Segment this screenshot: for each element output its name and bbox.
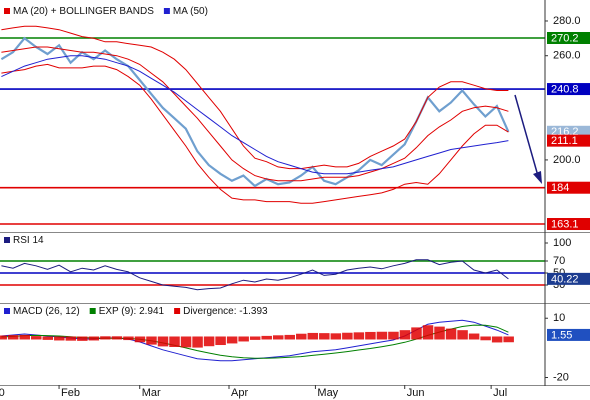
divergence-bar xyxy=(77,336,88,341)
legend-swatch xyxy=(89,308,96,314)
plot-layer: 280.0260.0200.0270.2240.8184163.1216.221… xyxy=(0,6,590,399)
divergence-bar xyxy=(284,334,295,340)
divergence-bar xyxy=(353,332,365,340)
divergence-bar xyxy=(388,331,399,340)
series-line xyxy=(1,25,509,170)
y-tick-label: 10 xyxy=(553,312,565,324)
y-tick-label: 70 xyxy=(553,255,565,267)
level-label-box xyxy=(547,181,590,194)
x-tick-label: Jul xyxy=(493,387,507,399)
x-tick-label: May xyxy=(317,387,338,399)
divergence-bar xyxy=(65,336,77,341)
y-tick-label: 200.0 xyxy=(553,154,581,166)
divergence-bar xyxy=(146,336,157,345)
divergence-bar xyxy=(272,335,284,340)
divergence-bar xyxy=(261,335,272,340)
divergence-bar xyxy=(111,336,123,340)
series-line xyxy=(1,46,509,182)
divergence-bar xyxy=(480,336,491,341)
level-label: 163.1 xyxy=(551,218,579,230)
divergence-bar xyxy=(192,336,203,348)
divergence-bar xyxy=(100,336,111,340)
divergence-bar xyxy=(88,336,100,341)
divergence-bar xyxy=(296,333,307,340)
divergence-bar xyxy=(31,336,42,340)
divergence-bar xyxy=(0,335,7,340)
last-value-box xyxy=(547,328,590,341)
divergence-bar xyxy=(399,330,411,340)
divergence-bar xyxy=(249,336,261,340)
divergence-bar xyxy=(123,336,134,341)
y-tick-label: 260.0 xyxy=(553,50,581,62)
last-value-box xyxy=(547,125,590,138)
divergence-bar xyxy=(157,336,169,347)
legend-label: RSI 14 xyxy=(13,235,44,246)
legend-label: Divergence: -1.393 xyxy=(183,306,268,317)
legend-swatch xyxy=(4,237,10,243)
level-label-box xyxy=(547,83,590,96)
divergence-bar xyxy=(307,332,319,340)
divergence-bar xyxy=(503,336,514,343)
divergence-bar xyxy=(238,336,249,342)
divergence-bar xyxy=(215,336,226,346)
divergence-bar xyxy=(422,325,434,340)
divergence-bar xyxy=(169,336,180,347)
y-tick-label: 100 xyxy=(553,237,571,249)
x-tick-label: Jan 10 xyxy=(0,387,5,399)
legend-swatch xyxy=(163,8,170,14)
x-tick-label: Feb xyxy=(61,387,80,399)
x-tick-label: Mar xyxy=(142,387,161,399)
divergence-bar xyxy=(134,336,146,343)
level-label-box xyxy=(547,31,590,44)
forecast-arrow xyxy=(514,94,539,177)
divergence-bar xyxy=(19,334,30,340)
level-label: 270.2 xyxy=(551,32,579,44)
legend-swatch xyxy=(4,308,10,314)
last-value-label: 211.1 xyxy=(551,135,578,147)
divergence-bar xyxy=(457,330,468,340)
level-label-box xyxy=(547,218,590,231)
y-tick-label: -20 xyxy=(553,371,569,383)
legend-swatch xyxy=(174,308,181,314)
divergence-bar xyxy=(491,336,503,343)
legend-label: MA (50) xyxy=(173,6,208,17)
divergence-bar xyxy=(7,335,19,340)
legend-label: EXP (9): 2.941 xyxy=(99,306,165,317)
level-label: 240.8 xyxy=(551,83,579,95)
forecast-arrow-head xyxy=(533,171,542,184)
divergence-bar xyxy=(445,328,457,340)
divergence-bar xyxy=(226,336,238,344)
divergence-bar xyxy=(319,333,330,340)
divergence-bar xyxy=(411,327,422,340)
series-line xyxy=(1,55,509,175)
legend-swatch xyxy=(4,8,10,14)
series-line xyxy=(1,63,509,204)
x-tick-label: Jun xyxy=(407,387,425,399)
divergence-bar xyxy=(365,331,376,340)
divergence-bar xyxy=(434,326,445,340)
divergence-bar xyxy=(180,336,192,348)
y-tick-label: 280.0 xyxy=(553,15,581,27)
legend-label: MACD (26, 12) xyxy=(13,306,80,317)
divergence-bar xyxy=(42,336,54,340)
x-tick-label: Apr xyxy=(231,387,248,399)
legend-label: MA (20) + BOLLINGER BANDS xyxy=(13,6,154,17)
last-value-box xyxy=(547,134,590,147)
divergence-bar xyxy=(342,332,353,340)
divergence-bar xyxy=(54,336,65,341)
level-label: 184 xyxy=(551,182,569,194)
series-line xyxy=(1,259,509,291)
last-value-box xyxy=(547,272,590,285)
divergence-bar xyxy=(376,331,388,340)
divergence-bar xyxy=(203,336,215,347)
divergence-bar xyxy=(330,333,342,340)
divergence-bar xyxy=(468,333,480,340)
last-value-label: 1.55 xyxy=(551,329,572,341)
last-value-label: 40.22 xyxy=(551,273,579,285)
